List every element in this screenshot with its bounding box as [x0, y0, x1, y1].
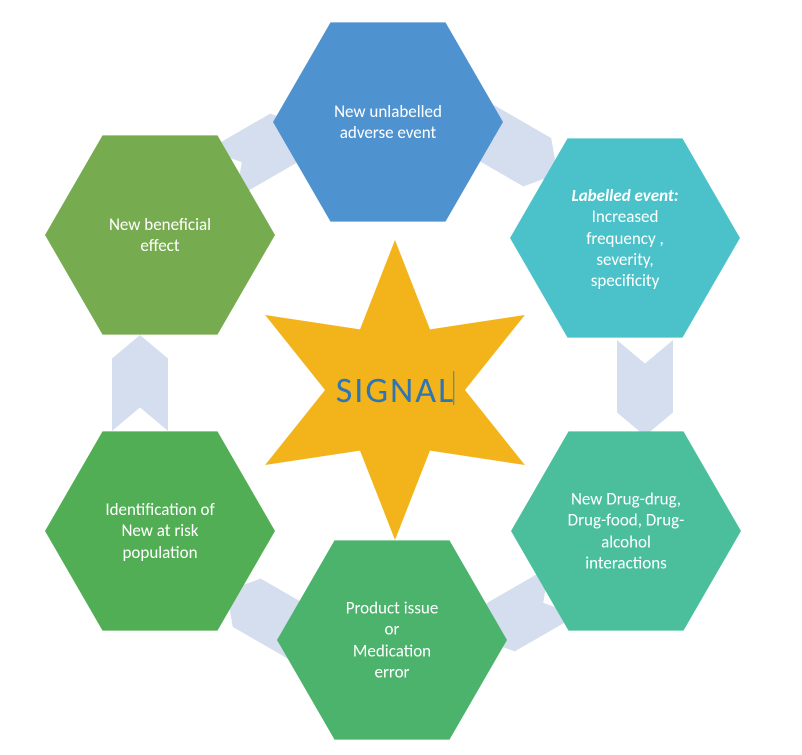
center-label: SIGNAL — [335, 368, 455, 412]
diagram-canvas: { "canvas": { "width": 802, "height": 73… — [0, 0, 802, 735]
